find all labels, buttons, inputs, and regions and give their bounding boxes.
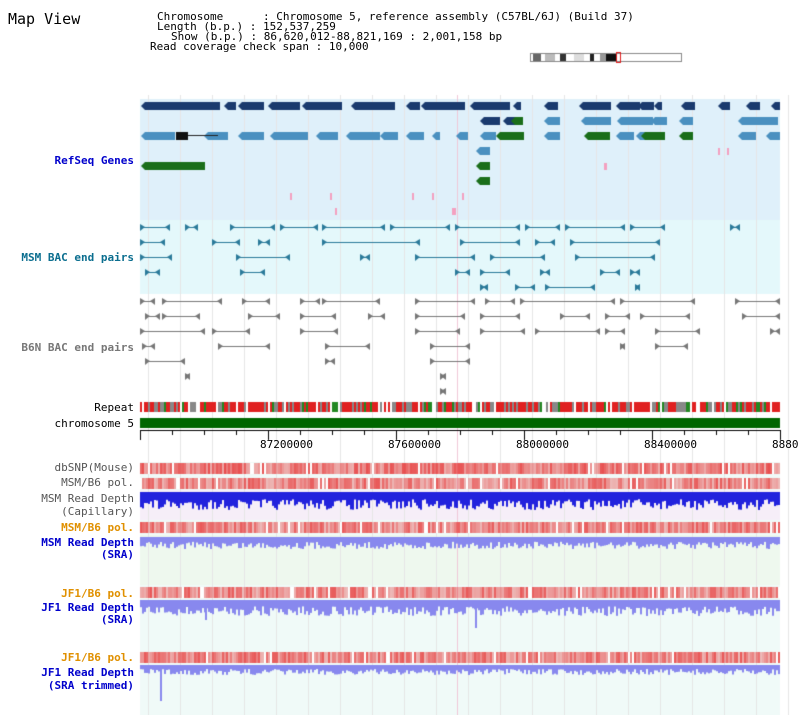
coverage-info: Read coverage check span : 10,000 bbox=[150, 40, 369, 53]
track-label-msm-depth-cap[interactable]: MSM Read Depth bbox=[41, 492, 134, 505]
track-label-chromosome[interactable]: chromosome 5 bbox=[54, 417, 134, 430]
track-label-msm-depth-sra-sub: (SRA) bbox=[100, 548, 134, 561]
length-value: 152,537,259 bbox=[262, 20, 336, 33]
track-label-msm-pol[interactable]: MSM/B6 pol. bbox=[61, 476, 134, 489]
track-label-refseq[interactable]: RefSeq Genes bbox=[54, 154, 134, 167]
axis-tick-label: 87200000 bbox=[260, 438, 313, 451]
show-label: Show (b.p.) bbox=[171, 30, 244, 43]
chromosome-label: Chromosome bbox=[157, 10, 224, 23]
axis-tick-label: 87600000 bbox=[388, 438, 441, 451]
length-label: Length (b.p.) bbox=[157, 20, 244, 33]
track-label-jf1-depth[interactable]: JF1 Read Depth bbox=[41, 601, 134, 614]
axis-tick-label: 88400000 bbox=[644, 438, 697, 451]
track-label-dbsnp[interactable]: dbSNP(Mouse) bbox=[54, 461, 134, 474]
track-label-jf1-trim-sub: (SRA trimmed) bbox=[47, 679, 134, 692]
track-label-repeat[interactable]: Repeat bbox=[94, 401, 134, 414]
page-title: Map View bbox=[8, 10, 81, 28]
axis-tick-label: 8880 bbox=[772, 438, 799, 451]
chromosome-value: Chromosome 5, reference assembly (C57BL/… bbox=[276, 10, 634, 23]
coverage-label: Read coverage check span bbox=[150, 40, 309, 53]
track-label-msm-pol-2[interactable]: MSM/B6 pol. bbox=[61, 521, 134, 534]
track-label-jf1-pol[interactable]: JF1/B6 pol. bbox=[61, 587, 134, 600]
show-value: 86,620,012-88,821,169 : 2,001,158 bp bbox=[263, 30, 503, 43]
length-info: Length (b.p.) : 152,537,259 bbox=[157, 20, 336, 33]
track-label-jf1-pol-2[interactable]: JF1/B6 pol. bbox=[61, 651, 134, 664]
coverage-value: 10,000 bbox=[328, 40, 369, 53]
track-label-jf1-depth-sub: (SRA) bbox=[100, 613, 134, 626]
show-info: Show (b.p.) : 86,620,012-88,821,169 : 2,… bbox=[171, 30, 503, 43]
track-label-msm-bac[interactable]: MSM BAC end pairs bbox=[21, 251, 134, 264]
track-label-msm-depth-cap-sub: (Capillary) bbox=[61, 505, 134, 518]
axis-tick-label: 88000000 bbox=[516, 438, 569, 451]
chromosome-info: Chromosome : Chromosome 5, reference ass… bbox=[157, 10, 634, 23]
track-label-jf1-trim[interactable]: JF1 Read Depth bbox=[41, 666, 134, 679]
track-label-msm-depth-sra[interactable]: MSM Read Depth bbox=[41, 536, 134, 549]
track-label-b6n-bac[interactable]: B6N BAC end pairs bbox=[21, 341, 134, 354]
